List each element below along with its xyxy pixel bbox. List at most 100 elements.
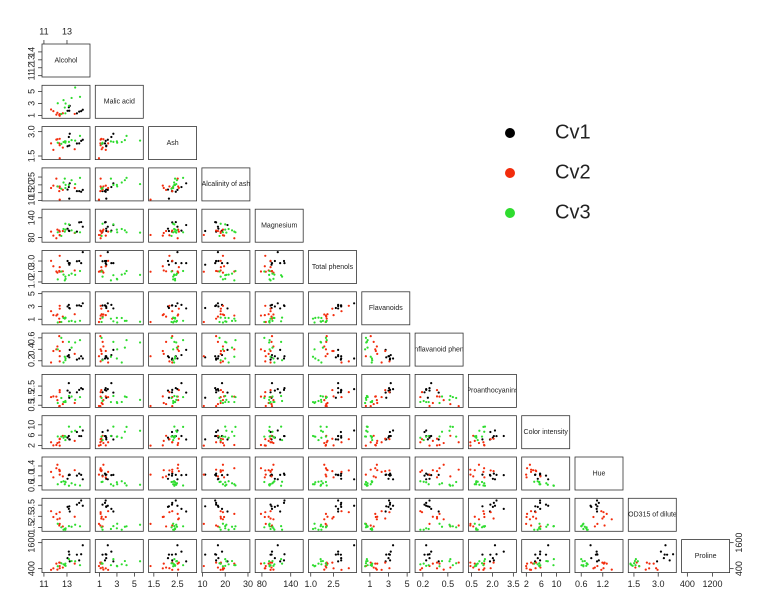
point bbox=[263, 480, 266, 484]
y-tick-label: 2 bbox=[26, 443, 36, 448]
point bbox=[138, 273, 142, 276]
point bbox=[64, 102, 67, 105]
point bbox=[109, 483, 113, 486]
point bbox=[428, 386, 431, 390]
point bbox=[602, 567, 605, 570]
point bbox=[218, 480, 221, 484]
y-tick-label: 1600 bbox=[26, 533, 36, 553]
point bbox=[366, 564, 369, 567]
panel bbox=[254, 456, 304, 491]
point bbox=[280, 274, 283, 277]
point bbox=[214, 355, 217, 358]
point bbox=[273, 273, 276, 276]
point bbox=[107, 142, 110, 145]
point bbox=[55, 270, 58, 273]
y-tick-label: 3 bbox=[26, 101, 36, 106]
point bbox=[435, 515, 439, 519]
point bbox=[100, 349, 103, 353]
x-tick-label: 1.5 bbox=[628, 579, 641, 589]
point bbox=[101, 359, 104, 362]
legend-marker bbox=[505, 128, 515, 138]
point bbox=[100, 388, 103, 392]
point bbox=[171, 501, 174, 504]
point bbox=[269, 388, 272, 392]
point bbox=[172, 438, 175, 442]
point bbox=[337, 499, 340, 502]
point bbox=[610, 568, 613, 571]
point bbox=[112, 307, 115, 310]
point bbox=[217, 227, 220, 230]
x-tick-label: 20 bbox=[220, 579, 230, 589]
y-tick-label: 10 bbox=[26, 196, 36, 206]
point bbox=[75, 230, 78, 233]
point bbox=[176, 302, 179, 305]
point bbox=[388, 472, 392, 475]
point bbox=[230, 319, 234, 322]
point bbox=[116, 348, 119, 351]
point bbox=[225, 429, 228, 432]
y-tick-label: 1600 bbox=[734, 533, 744, 553]
point bbox=[75, 304, 78, 307]
point bbox=[225, 231, 228, 234]
point bbox=[172, 359, 175, 362]
point bbox=[109, 400, 113, 404]
point bbox=[171, 470, 174, 473]
point bbox=[311, 355, 315, 358]
point bbox=[427, 434, 430, 438]
point bbox=[99, 512, 102, 515]
point bbox=[215, 553, 218, 556]
panel bbox=[94, 332, 144, 367]
point bbox=[175, 346, 179, 349]
point bbox=[455, 526, 458, 529]
point bbox=[493, 478, 497, 481]
panel bbox=[201, 415, 251, 450]
x-tick-label: 5 bbox=[405, 579, 410, 589]
point bbox=[384, 437, 387, 440]
y-tick-label: 3.5 bbox=[26, 499, 36, 512]
point bbox=[106, 544, 109, 547]
point bbox=[268, 560, 271, 563]
x-tick-label: 3.5 bbox=[507, 579, 520, 589]
point bbox=[269, 310, 272, 313]
point bbox=[173, 361, 176, 364]
point bbox=[389, 353, 392, 357]
point bbox=[81, 138, 84, 141]
point bbox=[263, 314, 266, 317]
point bbox=[438, 443, 441, 447]
point bbox=[269, 470, 272, 473]
point bbox=[182, 484, 185, 487]
point bbox=[112, 524, 115, 528]
point bbox=[272, 568, 275, 571]
point bbox=[67, 274, 71, 277]
point bbox=[334, 306, 337, 310]
point bbox=[62, 181, 65, 184]
point bbox=[605, 562, 608, 565]
point bbox=[268, 395, 271, 399]
point bbox=[326, 439, 329, 442]
point bbox=[219, 568, 222, 571]
point bbox=[62, 480, 65, 483]
point bbox=[67, 229, 70, 232]
point bbox=[102, 463, 105, 466]
point bbox=[472, 525, 475, 528]
point bbox=[538, 565, 541, 568]
point bbox=[271, 525, 274, 528]
point bbox=[469, 564, 472, 568]
point bbox=[177, 441, 180, 445]
panel bbox=[148, 456, 198, 491]
point bbox=[173, 177, 177, 180]
point bbox=[75, 358, 78, 361]
point bbox=[325, 525, 328, 528]
point bbox=[55, 512, 58, 515]
point bbox=[280, 340, 283, 343]
point bbox=[175, 483, 178, 486]
y-tick-label: 1 bbox=[26, 113, 36, 118]
panel bbox=[148, 208, 198, 243]
point bbox=[324, 443, 328, 447]
y-tick-label: 0.5 bbox=[26, 399, 36, 412]
point bbox=[264, 404, 267, 408]
point bbox=[123, 482, 126, 485]
y-tick-label: 400 bbox=[26, 561, 36, 576]
point bbox=[539, 527, 542, 531]
point bbox=[60, 320, 63, 324]
